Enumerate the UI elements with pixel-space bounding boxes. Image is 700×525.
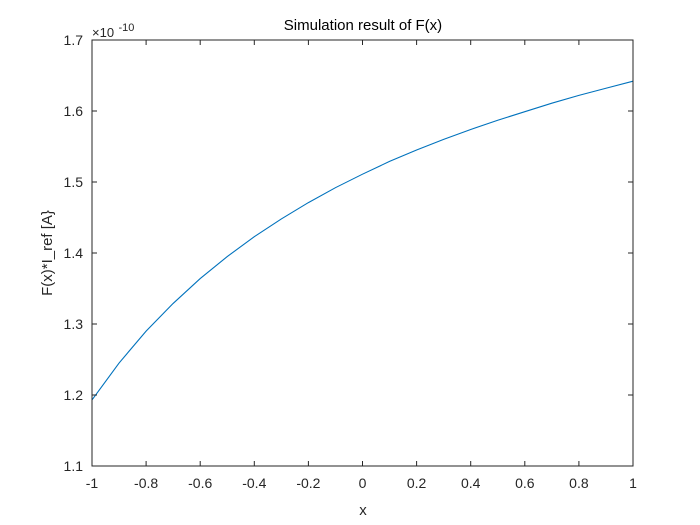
y-axis-label: F(x)*I_ref [A}	[39, 210, 56, 296]
series-layer	[91, 80, 634, 401]
x-tick-label: 0.4	[461, 475, 481, 491]
y-exponent-label: ×10 -10	[92, 22, 134, 41]
x-tick-label: -0.2	[296, 475, 320, 491]
y-tick-label: 1.5	[64, 174, 84, 190]
y-tick-label: 1.4	[64, 245, 84, 261]
chart-title: Simulation result of F(x)	[284, 17, 442, 34]
y-tick-label: 1.6	[64, 103, 84, 119]
x-tick-label: 0.6	[515, 475, 535, 491]
y-exponent-power: -10	[119, 22, 135, 34]
x-tick-label: -0.8	[134, 475, 158, 491]
x-tick-label: 0.8	[569, 475, 589, 491]
ticks-layer: -1 -0.8 -0.6 -0.4 -0.2 0 0.2 0.4 0.6 0.8 1 1.1 1.2 1.…	[64, 32, 638, 491]
x-tick-label: 0.2	[407, 475, 427, 491]
y-exponent-base: ×10	[92, 25, 114, 40]
x-tick-label: 0	[359, 475, 367, 491]
series-line-0	[91, 80, 634, 401]
y-tick-label: 1.2	[64, 387, 84, 403]
y-tick-label: 1.7	[64, 32, 84, 48]
x-axis-label: x	[359, 502, 367, 519]
x-tick-label: 1	[629, 475, 637, 491]
x-tick-label: -0.4	[242, 475, 266, 491]
y-tick-label: 1.1	[64, 458, 84, 474]
y-tick-label: 1.3	[64, 316, 84, 332]
x-tick-label: -1	[86, 475, 99, 491]
x-tick-label: -0.6	[188, 475, 212, 491]
plot-area	[92, 40, 633, 466]
